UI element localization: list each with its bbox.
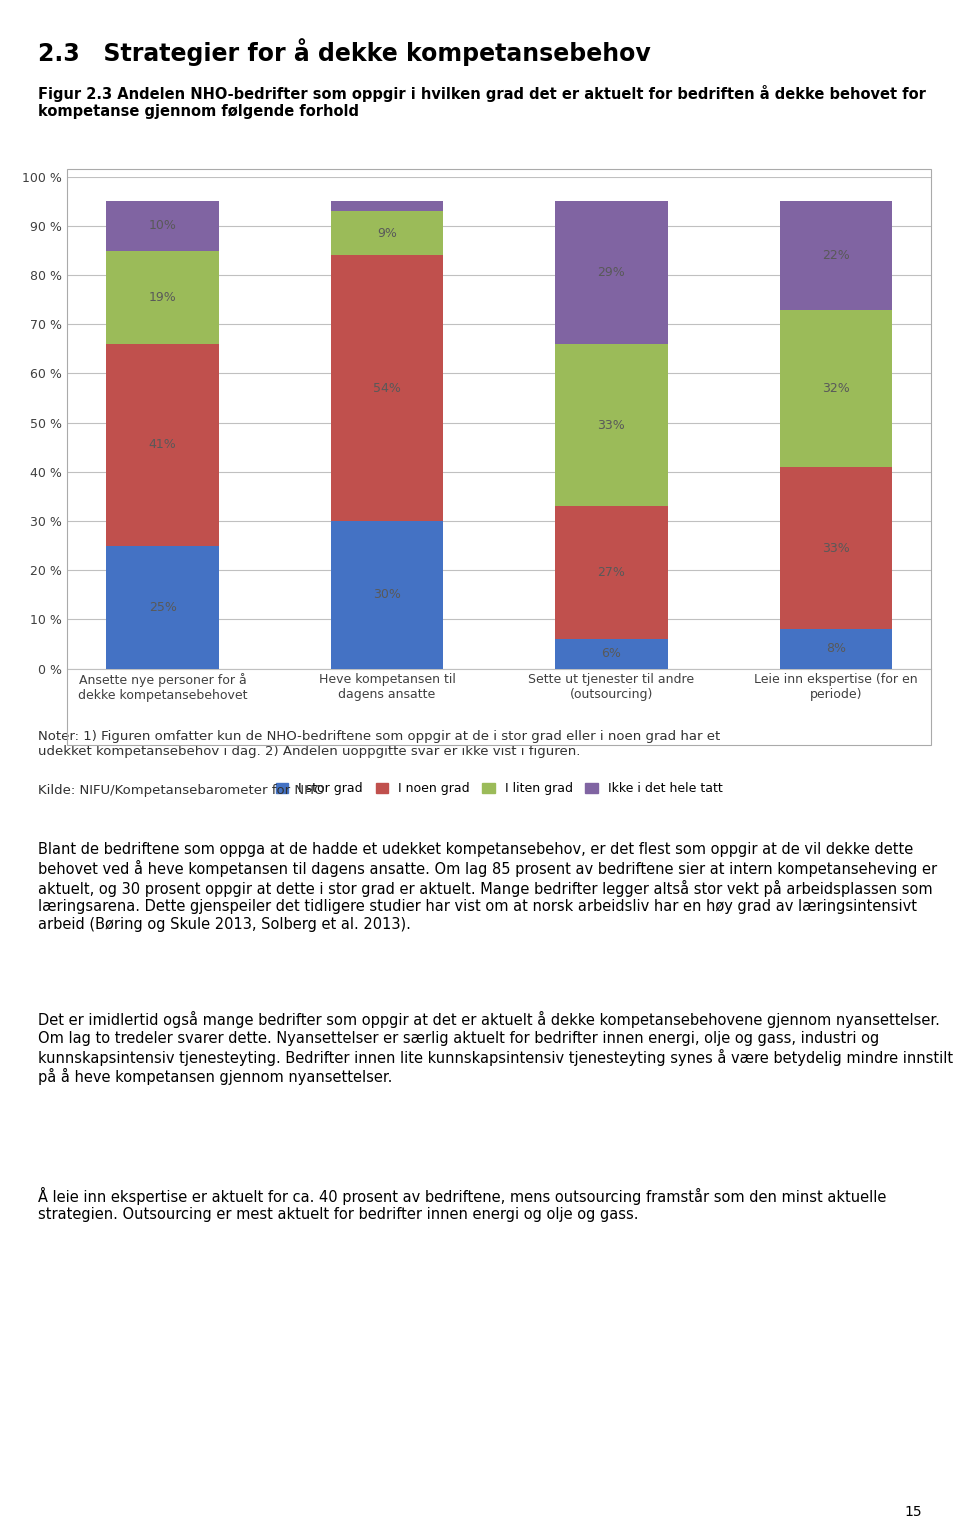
- Text: Noter: 1) Figuren omfatter kun de NHO-bedriftene som oppgir at de i stor grad el: Noter: 1) Figuren omfatter kun de NHO-be…: [38, 730, 721, 758]
- Text: 19%: 19%: [149, 290, 177, 304]
- Bar: [555, 344, 667, 506]
- Text: 33%: 33%: [597, 418, 625, 432]
- Bar: [107, 546, 219, 669]
- Legend: I stor grad, I noen grad, I liten grad, Ikke i det hele tatt: I stor grad, I noen grad, I liten grad, …: [271, 778, 728, 801]
- Bar: [780, 629, 892, 669]
- Bar: [331, 211, 444, 255]
- Bar: [107, 201, 219, 251]
- Text: 33%: 33%: [822, 541, 850, 555]
- Text: 22%: 22%: [822, 249, 850, 261]
- Bar: [331, 255, 444, 521]
- Text: 10%: 10%: [149, 220, 177, 232]
- Bar: [331, 521, 444, 669]
- Text: 15: 15: [904, 1505, 922, 1519]
- Text: Det er imidlertid også mange bedrifter som oppgir at det er aktuelt å dekke komp: Det er imidlertid også mange bedrifter s…: [38, 1011, 953, 1085]
- Text: 41%: 41%: [149, 438, 177, 452]
- Text: 6%: 6%: [602, 647, 621, 661]
- Bar: [107, 251, 219, 344]
- Text: 2.3 Strategier for å dekke kompetansebehov: 2.3 Strategier for å dekke kompetansebeh…: [38, 38, 651, 66]
- Bar: [555, 639, 667, 669]
- Bar: [555, 506, 667, 639]
- Text: Kilde: NIFU/Kompetansebarometer for NHO: Kilde: NIFU/Kompetansebarometer for NHO: [38, 784, 324, 796]
- Text: Blant de bedriftene som oppga at de hadde et udekket kompetansebehov, er det fle: Blant de bedriftene som oppga at de hadd…: [38, 842, 938, 931]
- Text: 25%: 25%: [149, 601, 177, 613]
- Text: 30%: 30%: [373, 589, 401, 601]
- Bar: [780, 309, 892, 467]
- Text: 29%: 29%: [597, 266, 625, 280]
- Text: 32%: 32%: [822, 381, 850, 395]
- Bar: [555, 201, 667, 344]
- Bar: [780, 201, 892, 309]
- Text: Å leie inn ekspertise er aktuelt for ca. 40 prosent av bedriftene, mens outsourc: Å leie inn ekspertise er aktuelt for ca.…: [38, 1187, 887, 1222]
- Bar: [780, 467, 892, 629]
- Bar: [107, 344, 219, 546]
- Text: 9%: 9%: [377, 227, 396, 240]
- Text: 8%: 8%: [826, 642, 846, 655]
- Text: 27%: 27%: [597, 566, 625, 579]
- Bar: [331, 201, 444, 211]
- Text: 54%: 54%: [373, 381, 401, 395]
- Text: Figur 2.3 Andelen NHO-bedrifter som oppgir i hvilken grad det er aktuelt for bed: Figur 2.3 Andelen NHO-bedrifter som oppg…: [38, 85, 926, 118]
